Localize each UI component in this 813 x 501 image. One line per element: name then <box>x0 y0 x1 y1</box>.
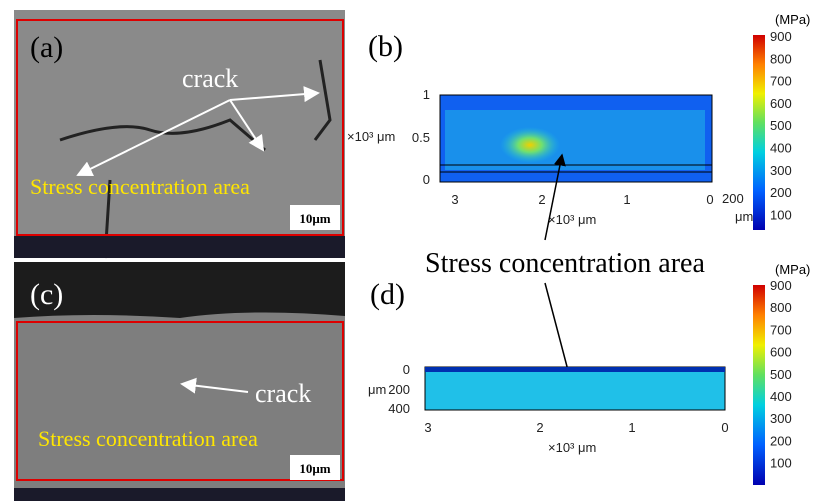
unit: (MPa) <box>775 262 810 277</box>
stress-region <box>445 110 705 170</box>
tick-label: 2 <box>538 192 545 207</box>
tick-label: 0 <box>403 362 410 377</box>
tick-label: 500 <box>770 367 792 382</box>
tick-label: 300 <box>770 411 792 426</box>
tick-label: 700 <box>770 74 792 89</box>
stress-top <box>425 367 725 372</box>
tick-label: 400 <box>388 401 410 416</box>
axis-label: μm <box>735 209 753 224</box>
tick-label: 1 <box>423 87 430 102</box>
area-label: Stress concentration area <box>30 174 250 199</box>
tick-label: 200 <box>722 191 744 206</box>
tick-label: 700 <box>770 322 792 337</box>
colorbar <box>753 285 765 485</box>
tick-label: 900 <box>770 29 792 44</box>
tick-label: 800 <box>770 51 792 66</box>
tick-label: 0.5 <box>412 130 430 145</box>
axis-label: ×10³ μm <box>548 440 596 455</box>
tick-label: 400 <box>770 389 792 404</box>
arrow <box>545 283 570 378</box>
info-bar <box>14 488 345 501</box>
crack-label: crack <box>255 379 311 408</box>
hot-spot <box>500 127 560 163</box>
middle-label: Stress concentration area <box>425 248 705 279</box>
tick-label: 2 <box>536 420 543 435</box>
panel-label: (a) <box>30 31 63 64</box>
tick-label: 600 <box>770 345 792 360</box>
scale-label: 10μm <box>299 211 330 226</box>
panel-label: (c) <box>30 278 63 311</box>
tick-label: 500 <box>770 118 792 133</box>
tick-label: 400 <box>770 141 792 156</box>
tick-label: 3 <box>424 420 431 435</box>
figure: (a) crack Stress concentration area 10μm… <box>0 0 813 501</box>
scale-label: 10μm <box>299 461 330 476</box>
tick-label: 0 <box>721 420 728 435</box>
unit: (MPa) <box>775 12 810 27</box>
area-label: Stress concentration area <box>38 426 258 451</box>
tick-label: 200 <box>770 185 792 200</box>
tick-label: 900 <box>770 278 792 293</box>
tick-label: 1 <box>628 420 635 435</box>
panel-label: (b) <box>368 30 403 63</box>
tick-label: 200 <box>388 382 410 397</box>
axis-label: ×10³ μm <box>347 129 395 144</box>
tick-label: 3 <box>451 192 458 207</box>
tick-label: 800 <box>770 300 792 315</box>
tick-label: 0 <box>706 192 713 207</box>
stress-map <box>425 367 725 410</box>
tick-label: 600 <box>770 96 792 111</box>
tick-label: 100 <box>770 207 792 222</box>
tick-label: 300 <box>770 163 792 178</box>
tick-label: 1 <box>623 192 630 207</box>
panel-label: (d) <box>370 278 405 311</box>
axis-label: ×10³ μm <box>548 212 596 227</box>
colorbar <box>753 35 765 230</box>
dark-region <box>14 262 345 318</box>
crack-label: crack <box>182 64 238 93</box>
tick-label: 100 <box>770 456 792 471</box>
tick-label: 200 <box>770 433 792 448</box>
axis-label: μm <box>368 382 386 397</box>
info-bar <box>14 236 345 258</box>
tick-label: 0 <box>423 172 430 187</box>
